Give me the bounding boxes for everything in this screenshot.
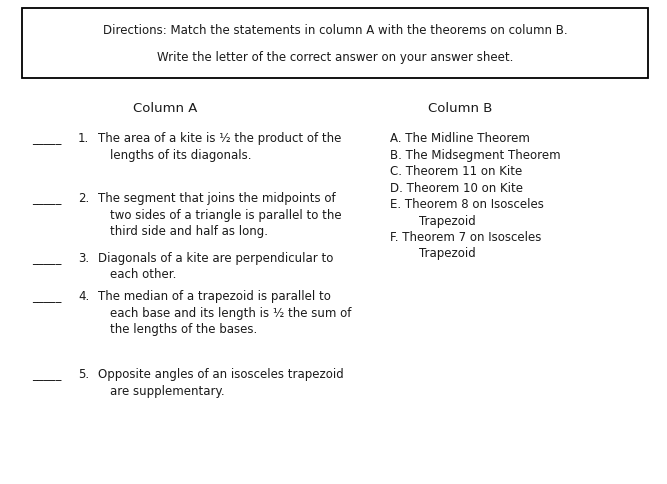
Text: Directions: Match the statements in column A with the theorems on column B.: Directions: Match the statements in colu… <box>103 24 568 36</box>
Text: third side and half as long.: third side and half as long. <box>110 225 268 238</box>
Text: The segment that joins the midpoints of: The segment that joins the midpoints of <box>98 192 336 205</box>
Text: Column B: Column B <box>428 102 492 115</box>
Bar <box>22 8 648 78</box>
Text: D. Theorem 10 on Kite: D. Theorem 10 on Kite <box>390 182 523 195</box>
Text: _____: _____ <box>32 290 61 303</box>
Text: Trapezoid: Trapezoid <box>404 247 476 260</box>
Text: Write the letter of the correct answer on your answer sheet.: Write the letter of the correct answer o… <box>157 51 513 64</box>
Text: E. Theorem 8 on Isosceles: E. Theorem 8 on Isosceles <box>390 198 544 211</box>
Text: B. The Midsegment Theorem: B. The Midsegment Theorem <box>390 149 561 162</box>
Text: _____: _____ <box>32 132 61 145</box>
Text: 5.: 5. <box>78 368 89 381</box>
Text: _____: _____ <box>32 368 61 381</box>
Text: 3.: 3. <box>78 252 89 265</box>
Text: The area of a kite is ½ the product of the: The area of a kite is ½ the product of t… <box>98 132 342 145</box>
Text: 1.: 1. <box>78 132 89 145</box>
Text: 4.: 4. <box>78 290 89 303</box>
Text: the lengths of the bases.: the lengths of the bases. <box>110 323 257 336</box>
Text: Opposite angles of an isosceles trapezoid: Opposite angles of an isosceles trapezoi… <box>98 368 344 381</box>
Text: A. The Midline Theorem: A. The Midline Theorem <box>390 132 530 145</box>
Text: C. Theorem 11 on Kite: C. Theorem 11 on Kite <box>390 165 522 178</box>
Text: The median of a trapezoid is parallel to: The median of a trapezoid is parallel to <box>98 290 331 303</box>
Text: Column A: Column A <box>133 102 197 115</box>
Text: two sides of a triangle is parallel to the: two sides of a triangle is parallel to t… <box>110 209 342 222</box>
Text: F. Theorem 7 on Isosceles: F. Theorem 7 on Isosceles <box>390 231 542 244</box>
Text: lengths of its diagonals.: lengths of its diagonals. <box>110 149 251 162</box>
Text: _____: _____ <box>32 252 61 265</box>
Text: each base and its length is ½ the sum of: each base and its length is ½ the sum of <box>110 306 352 319</box>
Text: are supplementary.: are supplementary. <box>110 384 225 397</box>
Text: Trapezoid: Trapezoid <box>404 214 476 227</box>
Text: 2.: 2. <box>78 192 89 205</box>
Text: Diagonals of a kite are perpendicular to: Diagonals of a kite are perpendicular to <box>98 252 334 265</box>
Text: _____: _____ <box>32 192 61 205</box>
Text: each other.: each other. <box>110 269 176 282</box>
